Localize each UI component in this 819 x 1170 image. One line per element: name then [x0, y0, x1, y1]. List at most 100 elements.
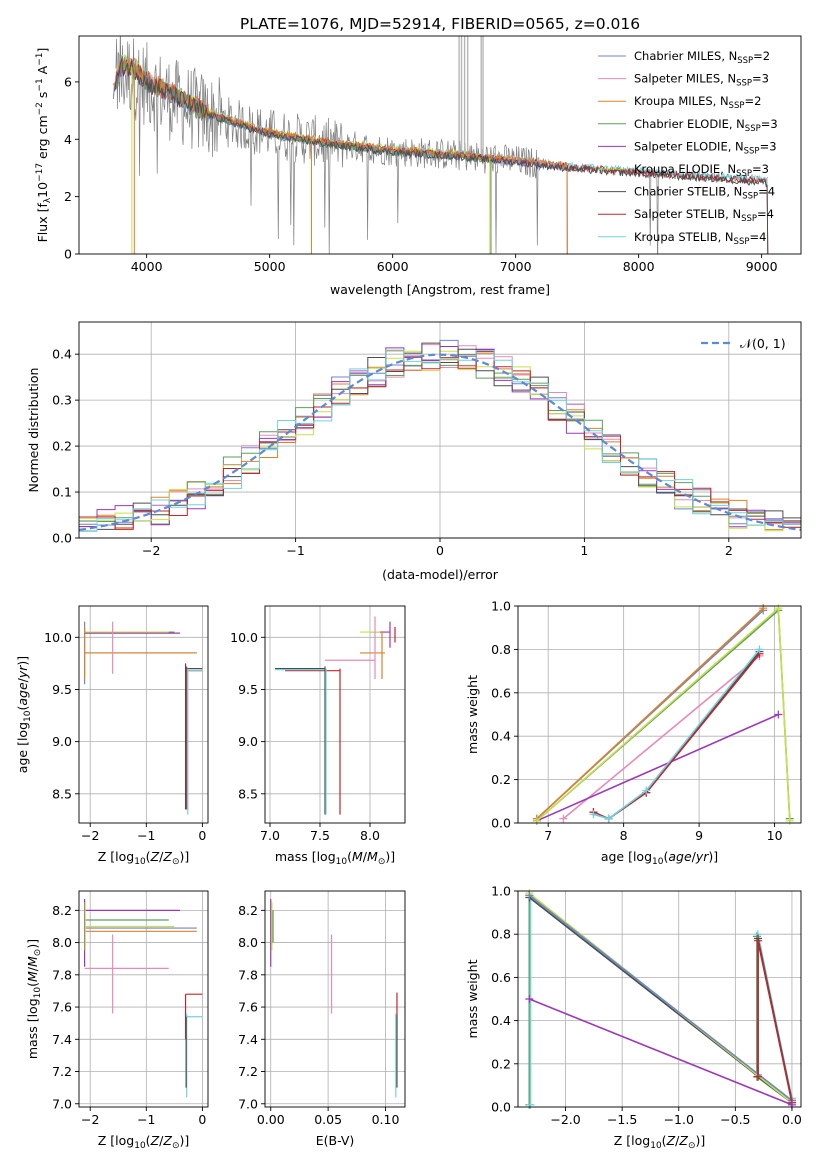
- x-tick-label: −1.0: [664, 1112, 694, 1127]
- y-tick-label: 7.2: [52, 1064, 72, 1079]
- mw-z-ylabel: mass weight: [465, 959, 480, 1038]
- y-tick-label: 0.2: [491, 1056, 511, 1071]
- y-tick-label: 7.4: [238, 1032, 258, 1047]
- x-tick-label: 6000: [377, 259, 409, 274]
- mw-z-xlabel: Z [log10(Z/Z⊙)]: [614, 1133, 706, 1151]
- legend-entry: Salpeter MILES, NSSP=3: [634, 72, 769, 89]
- mass-weight-marker: [532, 816, 541, 825]
- mass-weight-line-4: [529, 998, 793, 1106]
- x-tick-label: 7.0: [260, 828, 280, 843]
- x-tick-label: 0.10: [372, 1112, 400, 1127]
- axes-frame: [78, 35, 802, 255]
- mass-weight-marker: [755, 645, 764, 654]
- y-tick-label: 0.2: [52, 439, 72, 454]
- y-tick-label: 8.0: [238, 935, 258, 950]
- y-tick-label: 7.4: [52, 1032, 72, 1047]
- axes-frame: [264, 605, 406, 824]
- mass-weight-marker: [589, 810, 598, 819]
- axes-frame: [78, 890, 209, 1108]
- mass-weight-marker: [526, 1100, 535, 1109]
- mass-weight-line-8: [593, 648, 761, 820]
- y-tick-label: 8.5: [52, 786, 72, 801]
- x-tick-label: 5000: [254, 259, 286, 274]
- x-tick-label: −0.5: [720, 1112, 750, 1127]
- x-tick-label: 7: [544, 828, 552, 843]
- legend-entry: Kroupa ELODIE, NSSP=3: [634, 162, 769, 179]
- y-tick-label: 8.0: [52, 935, 72, 950]
- x-tick-label: −1.5: [607, 1112, 637, 1127]
- x-tick-label: −1: [286, 543, 304, 558]
- model-spectrum-6: [114, 58, 769, 254]
- legend-entry: 𝒩(0, 1): [740, 336, 786, 351]
- legend-entry: Kroupa MILES, NSSP=2: [634, 94, 761, 111]
- y-tick-label: 7.8: [52, 967, 72, 982]
- x-tick-label: −2: [81, 828, 99, 843]
- age-z-ylabel: age [log10(age/yr)]: [15, 656, 33, 773]
- axes-frame: [78, 605, 209, 824]
- y-tick-label: 7.8: [238, 967, 258, 982]
- y-tick-label: 7.0: [52, 1096, 72, 1111]
- x-tick-label: 8000: [623, 259, 655, 274]
- mw-age-xlabel: age [log10(age/yr)]: [601, 849, 718, 867]
- y-tick-label: 0.8: [491, 927, 511, 942]
- y-tick-label: 7.2: [238, 1064, 258, 1079]
- y-tick-label: 7.6: [238, 1000, 258, 1015]
- legend-entry: Kroupa STELIB, NSSP=4: [634, 230, 766, 247]
- x-tick-label: 8: [620, 828, 628, 843]
- x-tick-label: 0: [198, 828, 206, 843]
- y-tick-label: 0.1: [52, 485, 72, 500]
- mass-weight-marker: [642, 786, 651, 795]
- y-tick-label: 10.0: [230, 630, 258, 645]
- x-tick-label: −1: [137, 828, 155, 843]
- y-tick-label: 2: [64, 189, 72, 204]
- mass-weight-marker: [785, 816, 794, 825]
- x-tick-label: 2: [725, 543, 733, 558]
- legend-entry: Salpeter ELODIE, NSSP=3: [634, 139, 777, 156]
- y-tick-label: 9.0: [52, 734, 72, 749]
- mw-age-panel: 7 8 9 10 0.0 0.2 0.4 0.6 0.8 1.0 age [log10(age/yr…: [465, 599, 802, 867]
- mass-ebv-panel: 0.00 0.05 0.10 7.0 7.2 7.4 7.6 7.8 8.0 8.2 E(B-V): [238, 890, 406, 1148]
- residuals-panel: −2 −1 0 1 2 0.0 0.1 0.2 0.3 0.4 (data-model)/error…: [26, 321, 802, 582]
- y-tick-label: 0.4: [491, 1013, 511, 1028]
- model-spectrum-2: [112, 56, 568, 254]
- legend-entry: Chabrier STELIB, NSSP=4: [634, 185, 775, 202]
- x-tick-label: 0: [436, 543, 444, 558]
- legend-entry: Chabrier ELODIE, NSSP=3: [634, 117, 778, 134]
- mass-weight-line-3: [536, 608, 791, 822]
- mass-z-ylabel: mass [log10(M/M⊙)]: [25, 939, 43, 1059]
- x-tick-label: −1: [137, 1112, 155, 1127]
- y-tick-label: 0.3: [52, 393, 72, 408]
- mass-weight-line-5: [536, 606, 791, 822]
- residuals-xlabel: (data-model)/error: [382, 567, 499, 582]
- spectrum-legend: Chabrier MILES, NSSP=2 Salpeter MILES, NS…: [598, 49, 778, 247]
- age-mass-panel: 7.0 7.5 8.0 8.5 9.0 9.5 10.0 mass [log10(M/M⊙)]: [230, 605, 406, 867]
- mass-weight-marker: [525, 995, 534, 1003]
- y-tick-label: 8.2: [238, 903, 258, 918]
- mass-weight-marker: [759, 604, 768, 613]
- y-tick-label: 7.6: [52, 1000, 72, 1015]
- residuals-ylabel: Normed distribution: [26, 368, 41, 493]
- y-tick-label: 1.0: [491, 884, 511, 899]
- y-tick-label: 0.8: [491, 642, 511, 657]
- y-tick-label: 0.4: [491, 729, 511, 744]
- age-mass-xlabel: mass [log10(M/M⊙)]: [275, 849, 395, 867]
- spectrum-ylabel: Flux [fλ10−17 erg cm−2 s−1 A−1]: [35, 48, 53, 243]
- mass-weight-marker: [525, 891, 534, 900]
- y-tick-label: 9.5: [52, 682, 72, 697]
- legend-entry: Chabrier MILES, NSSP=2: [634, 49, 770, 66]
- y-tick-label: 0.4: [52, 347, 72, 362]
- mw-z-panel: −2.0 −1.5 −1.0 −0.5 0.0 0.0 0.2 0.4 0.6 0.8 1.0 Z […: [465, 884, 802, 1152]
- mass-weight-marker: [774, 604, 783, 613]
- mass-weight-marker: [774, 710, 783, 719]
- y-tick-label: 0.6: [491, 970, 511, 985]
- x-tick-label: 7.5: [310, 828, 330, 843]
- y-tick-label: 0.6: [491, 685, 511, 700]
- mass-weight-marker: [753, 936, 762, 945]
- mass-weight-marker: [753, 1072, 762, 1081]
- y-tick-label: 0.0: [491, 816, 511, 831]
- y-tick-label: 8.2: [52, 903, 72, 918]
- y-tick-label: 10.0: [44, 630, 72, 645]
- residual-histogram-8: [79, 349, 801, 532]
- mass-weight-line-2: [536, 607, 764, 820]
